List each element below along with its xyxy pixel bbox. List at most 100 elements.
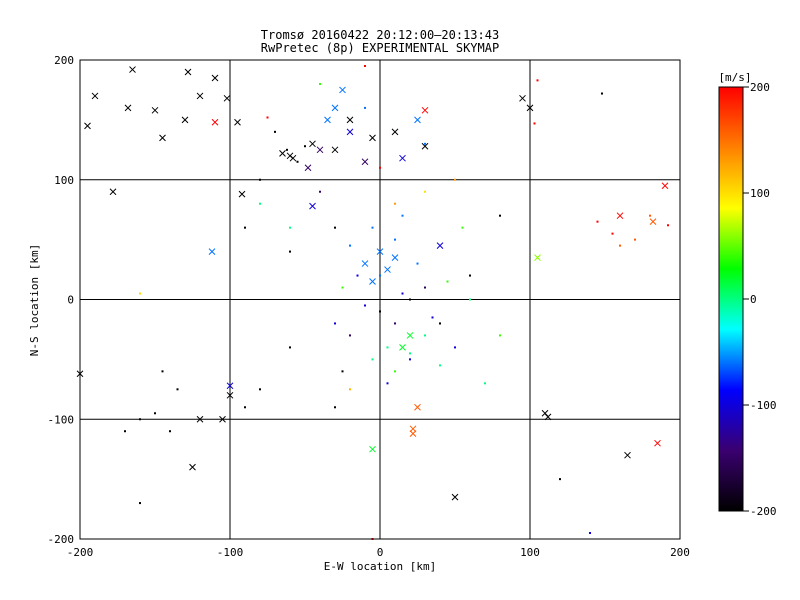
data-point-dot [416,262,419,265]
colorbar-tick-label: 100 [750,187,770,200]
x-tick-label: 100 [520,546,540,559]
data-point-x [234,118,241,126]
data-point-x [361,158,369,166]
data-point-x [346,116,354,124]
data-point-dot [499,334,501,337]
data-point-dot [364,304,366,307]
colorbar-ticks: 200 100 0 -100 -200 [743,81,777,518]
data-point-x [339,86,346,94]
data-point-x [324,116,331,124]
data-point-x [279,150,286,157]
data-point-x [208,248,216,255]
data-point-x [84,122,91,130]
data-point-dot [667,224,669,227]
y-axis-label: N-S location [km] [28,244,41,357]
data-point-x [399,344,406,351]
x-tick-label: 0 [377,546,384,559]
data-point-dot [371,226,374,229]
colorbar [718,86,744,512]
data-point-dot [446,280,449,283]
data-point-x [331,104,339,112]
data-point-dot [289,226,291,229]
data-point-dot [379,274,381,277]
data-point-x [196,415,204,423]
data-point-x [211,118,219,126]
data-point-x [654,439,661,447]
data-point-dot [394,238,396,241]
data-point-x [369,134,376,142]
data-point-dot [244,226,246,229]
data-point-dot [601,92,603,95]
data-point-x [399,154,406,162]
data-point-x [316,146,324,154]
data-point-x [124,104,132,112]
data-point-dot [439,322,441,325]
data-point-x [184,68,192,76]
grid-lines [80,60,680,539]
data-point-dot [364,64,366,67]
y-tick-label: 200 [54,54,74,67]
data-point-dot [296,160,299,163]
data-point-x [189,463,196,471]
data-point-dot [364,106,366,109]
data-point-dot [461,226,464,229]
data-point-dot [611,232,614,235]
chart-title: Tromsø 20160422 20:12:00–20:13:43 [261,28,499,42]
data-point-dot [319,190,321,193]
data-point-x [219,415,226,423]
data-point-x [406,332,414,339]
data-point-x [151,106,159,114]
data-point-x [331,146,339,154]
data-point-x [369,445,376,453]
data-point-x [91,92,99,100]
data-point-x [421,106,429,114]
data-point-dot [319,82,321,85]
data-point-x [649,218,657,226]
x-axis-ticks: -200 -100 0 100 200 [67,546,690,559]
data-point-dot [454,346,456,349]
data-point-dot [154,412,156,415]
data-point-x [109,188,117,196]
data-point-x [526,104,534,112]
data-point-x [223,94,231,102]
data-point-dot [371,358,374,361]
data-point-dot [596,220,599,223]
x-tick-label: -100 [217,546,244,559]
x-axis-label: E-W location [km] [324,560,437,573]
data-point-dot [334,322,336,325]
data-point-dot [431,316,434,319]
data-point-x [421,142,429,150]
data-point-x [384,266,391,273]
data-point-x [369,278,376,285]
data-point-dot [286,148,288,151]
data-point-dot [409,298,411,301]
data-point-dot [139,418,141,421]
data-point-dot [161,370,164,373]
data-point-dot [349,244,351,247]
data-point-dot [559,478,561,481]
data-point-x [361,260,369,267]
data-point-dot [401,292,404,295]
data-point-dot [244,406,246,409]
data-point-x [391,254,399,261]
colorbar-tick-label: 0 [750,293,757,306]
data-point-dot [349,388,351,391]
data-point-dot [356,274,359,277]
y-tick-label: -200 [48,533,75,546]
data-point-dot [139,502,141,505]
data-point-x [181,116,189,124]
data-point-dot [124,430,126,433]
data-point-dot [304,145,306,148]
data-point-x [238,190,246,198]
data-point-x [196,92,204,100]
data-point-x [409,425,417,433]
data-point-x [346,128,354,136]
x-tick-label: -200 [67,546,94,559]
data-point-x [414,403,421,411]
data-point-dot [409,358,411,361]
data-points [76,64,669,540]
data-point-dot [169,430,171,433]
data-point-dot [424,334,426,337]
data-point-dot [619,244,621,247]
